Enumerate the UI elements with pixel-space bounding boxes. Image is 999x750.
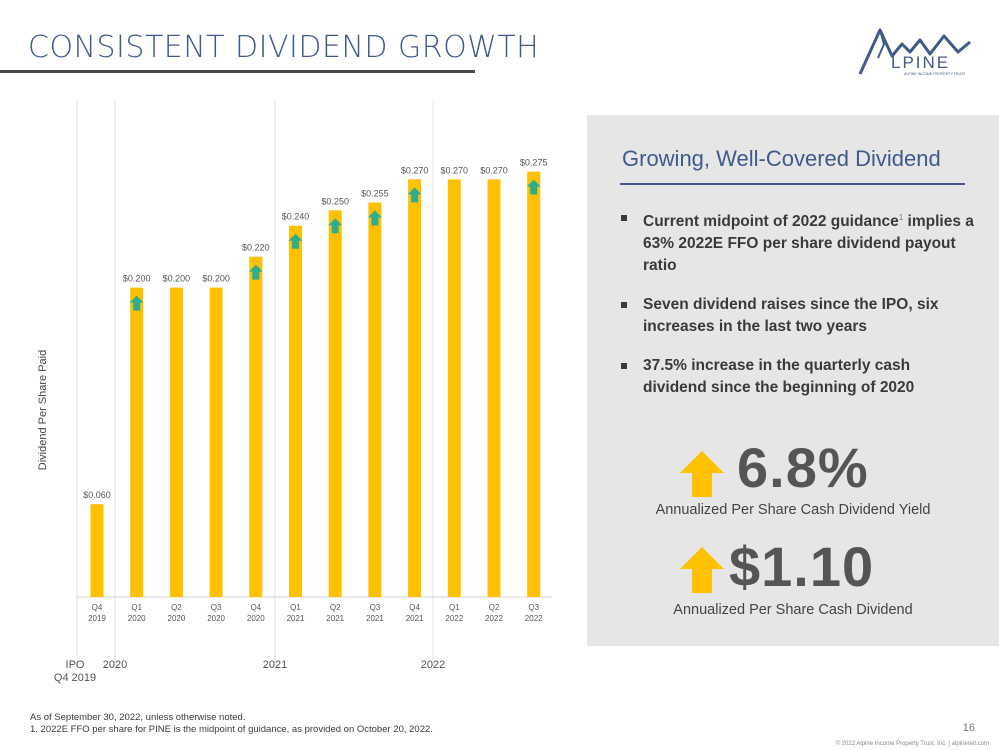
up-arrow-icon [680,451,724,497]
footnote-date: As of September 30, 2022, unless otherwi… [30,712,246,723]
bullet-item: Current midpoint of 2022 guidance1 impli… [617,207,977,277]
bar-value-label: $0.060 [83,490,111,500]
x-tick-label: 2021 [366,614,384,623]
dividend-yield-value: 6.8% [737,436,869,499]
x-tick-label: 2021 [406,614,424,623]
bar [169,287,183,597]
x-tick-label: 2020 [247,614,265,623]
bar-value-label: $0.250 [321,196,349,206]
dividend-bar-chart: Dividend Per Share Paid $0.060 Q4 2019 $0.2… [37,100,552,684]
bullet-item: Seven dividend raises since the IPO, six… [617,294,977,338]
panel-divider [620,183,965,185]
increase-arrow-icon [367,210,382,226]
bar [368,202,382,597]
bar [408,179,422,597]
title-underline [0,70,475,73]
x-tick-label: Q2 [171,603,182,612]
bar-value-label: $0.220 [242,243,270,253]
year-group-label: 2021 [263,659,287,671]
bar [130,287,144,597]
bar-value-label: $0.255 [361,189,389,199]
bar [328,210,342,597]
increase-arrow-icon [248,264,263,280]
footnote-marker: 1 [898,213,904,222]
x-tick-label: 2022 [485,614,503,623]
increase-arrow-icon [288,233,303,249]
increase-arrow-icon [328,218,343,234]
bar-value-label: $0.200 [202,274,230,284]
bar [527,171,541,597]
logo-wordmark: LPINE [891,53,950,72]
copyright-text: © 2022 Alpine Income Property Trust, Inc… [835,741,989,747]
x-tick-label: Q2 [489,603,500,612]
bar-value-label: $0.270 [441,165,469,175]
logo-mountain-icon [858,28,971,75]
dividend-yield-label: Annualized Per Share Cash Dividend Yield [655,502,931,518]
bar [249,256,263,597]
up-arrow-icon [680,547,724,593]
x-tick-label: Q4 [250,603,261,612]
bar [90,504,104,597]
increase-arrow-icon [129,295,144,311]
x-tick-label: Q2 [330,603,341,612]
x-tick-label: 2021 [326,614,344,623]
alpine-logo: LPINE ALPINE INCOME PROPERTY TRUST [858,28,971,76]
x-tick-label: 2020 [207,614,225,623]
year-group-label: IPO [66,659,85,671]
x-tick-label: Q1 [449,603,460,612]
x-tick-label: 2021 [287,614,305,623]
x-tick-label: 2022 [445,614,463,623]
increase-arrow-icon [407,187,422,203]
x-tick-label: Q4 [409,603,420,612]
bar [289,225,302,597]
annual-dividend-label: Annualized Per Share Cash Dividend [673,602,913,618]
x-tick-label: Q3 [528,603,539,612]
bar-value-label: $0.270 [480,165,508,175]
bullet-list: Current midpoint of 2022 guidance1 impli… [617,207,977,416]
footnote-guidance: 1. 2022E FFO per share for PINE is the m… [30,724,433,735]
logo-subtext: ALPINE INCOME PROPERTY TRUST [904,72,967,76]
x-tick-label: 2022 [525,614,543,623]
x-tick-label: 2020 [168,614,186,623]
bar-value-label: $0.275 [520,158,548,168]
x-tick-label: 2020 [128,614,146,623]
page-title: CONSISTENT DIVIDEND GROWTH [28,30,540,65]
year-group-label: 2022 [421,659,445,671]
x-tick-label: 2019 [88,614,106,623]
page-number: 16 [962,722,975,734]
x-tick-label: Q3 [370,603,381,612]
y-axis-label: Dividend Per Share Paid [37,350,49,470]
bar-value-label: $0.270 [401,165,429,175]
bar [487,179,501,597]
bar-value-label: $0.240 [282,212,310,222]
increase-arrow-icon [526,179,541,195]
bar-value-label: $0.200 [123,274,151,284]
x-tick-label: Q3 [211,603,222,612]
highlights-panel: Growing, Well-Covered Dividend Current m… [587,115,999,646]
bar [447,179,461,597]
x-tick-label: Q1 [131,603,142,612]
year-group-sublabel: Q4 2019 [54,672,96,684]
annual-dividend-value: $1.10 [729,535,875,598]
year-group-label: 2020 [103,659,127,671]
bar [209,287,223,597]
bullet-item: 37.5% increase in the quarterly cash div… [617,355,977,399]
panel-title: Growing, Well-Covered Dividend [622,146,941,171]
bar-value-label: $0.200 [163,274,191,284]
x-tick-label: Q1 [290,603,301,612]
x-tick-label: Q4 [92,603,103,612]
